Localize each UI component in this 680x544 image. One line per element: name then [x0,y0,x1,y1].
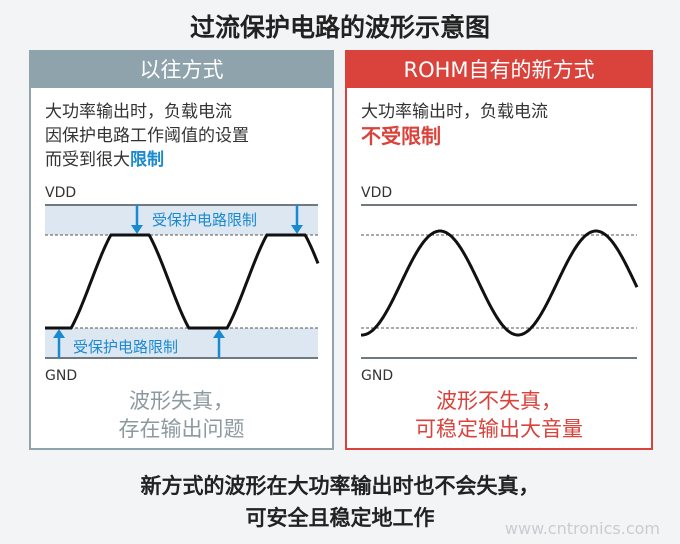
desc-line: 因保护电路工作阈值的设置 [45,126,249,146]
desc-line: 而受到很大限制 [45,148,249,172]
page-title: 过流保护电路的波形示意图 [189,13,490,42]
new-method-description: 大功率输出时，负载电流 不受限制 [361,100,548,148]
old-method-conclusion: 波形失真， 存在输出问题 [31,387,332,443]
clipped-waveform [45,204,320,359]
arrow-head [213,329,225,338]
conclusion-line: 波形不失真， [436,389,562,413]
limit-band-top [45,205,318,235]
arrow-head [291,225,303,234]
vdd-label: VDD [361,185,393,201]
old-method-header: 以往方式 [31,52,332,88]
new-method-panel: ROHM自有的新方式 大功率输出时，负载电流 不受限制 VDD GND 波形不失… [345,50,653,450]
conclusion-line: 存在输出问题 [118,417,245,441]
watermark: www.cntronics.com [504,519,660,538]
summary: 新方式的波形在大功率输出时也不会失真， 可安全且稳定地工作 [0,470,680,534]
arrow-head [131,225,143,234]
new-method-header: ROHM自有的新方式 [347,52,651,88]
undistorted-waveform [361,204,639,359]
arrow-head [53,329,65,338]
new-method-conclusion: 波形不失真， 可稳定输出大音量 [347,387,651,443]
summary-line: 可安全且稳定地工作 [245,506,435,530]
desc-line: 大功率输出时，负载电流 [45,102,232,122]
waveform-line [361,229,639,337]
old-method-panel: 以往方式 大功率输出时，负载电流 因保护电路工作阈值的设置 而受到很大限制 VD… [29,50,334,450]
gnd-label: GND [361,368,394,384]
limit-highlight: 限制 [130,150,164,170]
old-method-description: 大功率输出时，负载电流 因保护电路工作阈值的设置 而受到很大限制 [45,100,249,172]
no-limit-highlight: 不受限制 [361,124,441,148]
limit-band-bottom [45,328,318,358]
vdd-label: VDD [45,185,77,201]
gnd-label: GND [45,368,78,384]
conclusion-line: 波形失真， [129,389,234,413]
desc-line: 大功率输出时，负载电流 [361,102,548,122]
waveform-line [45,233,320,330]
limit-label-top: 受保护电路限制 [152,211,258,229]
limit-label-bottom: 受保护电路限制 [73,338,179,356]
conclusion-line: 可稳定输出大音量 [415,417,583,441]
desc-text: 而受到很大 [45,150,130,170]
summary-line: 新方式的波形在大功率输出时也不会失真， [140,474,540,498]
